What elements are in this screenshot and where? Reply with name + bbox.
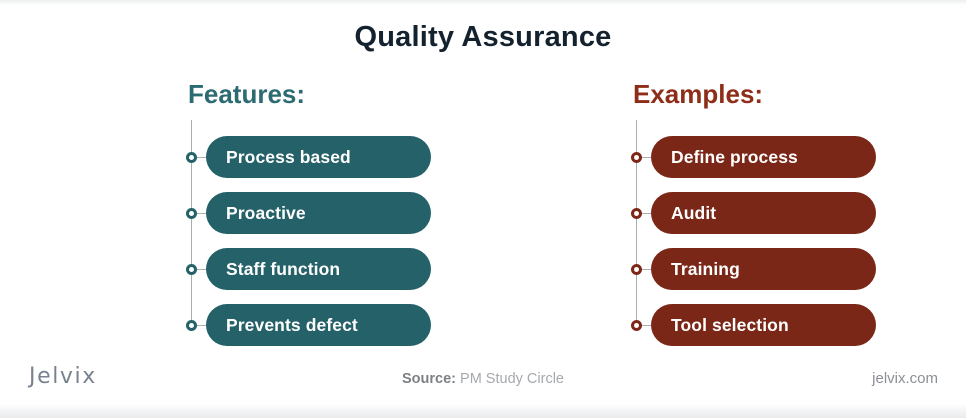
- features-item-2[interactable]: Proactive: [186, 192, 431, 234]
- features-pill-4[interactable]: Prevents defect: [206, 304, 431, 346]
- features-timeline: Process based Proactive Staff function P…: [186, 118, 476, 346]
- examples-timeline-axis: [636, 120, 637, 328]
- timeline-node-icon: [631, 319, 642, 331]
- site-url: jelvix.com: [872, 370, 938, 387]
- examples-pill-1[interactable]: Define process: [651, 136, 876, 178]
- timeline-connector: [642, 324, 651, 326]
- features-pill-label: Proactive: [226, 203, 306, 223]
- timeline-connector: [197, 324, 206, 326]
- timeline-node-icon: [631, 151, 642, 163]
- features-item-4[interactable]: Prevents defect: [186, 304, 431, 346]
- features-pill-3[interactable]: Staff function: [206, 248, 431, 290]
- examples-timeline: Define process Audit Training Tool selec…: [631, 118, 921, 346]
- examples-item-2[interactable]: Audit: [631, 192, 876, 234]
- bottom-edge-band: [0, 404, 966, 418]
- timeline-connector: [642, 268, 651, 270]
- jelvix-logo: Jelvix: [29, 364, 97, 389]
- column-examples: Examples: Define process Audit Training: [631, 78, 921, 346]
- timeline-node-icon: [631, 263, 642, 275]
- timeline-node-icon: [186, 319, 197, 331]
- features-pill-2[interactable]: Proactive: [206, 192, 431, 234]
- examples-pill-label: Tool selection: [671, 315, 789, 335]
- features-pill-label: Process based: [226, 147, 351, 167]
- timeline-connector: [642, 156, 651, 158]
- examples-item-3[interactable]: Training: [631, 248, 876, 290]
- timeline-node-icon: [186, 207, 197, 219]
- examples-pill-label: Audit: [671, 203, 717, 223]
- examples-pill-label: Training: [671, 259, 740, 279]
- page-title: Quality Assurance: [354, 21, 612, 53]
- column-examples-heading: Examples:: [633, 79, 764, 109]
- examples-pill-2[interactable]: Audit: [651, 192, 876, 234]
- features-item-3[interactable]: Staff function: [186, 248, 431, 290]
- timeline-connector: [197, 268, 206, 270]
- column-features: Features: Process based Proactive Staff …: [186, 78, 476, 346]
- source-value: PM Study Circle: [460, 371, 564, 387]
- source-label: Source:: [402, 371, 456, 387]
- examples-item-1[interactable]: Define process: [631, 136, 876, 178]
- timeline-connector: [197, 156, 206, 158]
- features-pill-label: Prevents defect: [226, 315, 358, 335]
- timeline-node-icon: [186, 151, 197, 163]
- timeline-connector: [197, 212, 206, 214]
- features-item-1[interactable]: Process based: [186, 136, 431, 178]
- examples-pill-4[interactable]: Tool selection: [651, 304, 876, 346]
- features-pill-1[interactable]: Process based: [206, 136, 431, 178]
- features-pill-label: Staff function: [226, 259, 341, 279]
- timeline-connector: [642, 212, 651, 214]
- timeline-node-icon: [186, 263, 197, 275]
- top-edge-band: [0, 0, 966, 5]
- source-attribution: Source: PM Study Circle: [0, 369, 966, 389]
- examples-item-4[interactable]: Tool selection: [631, 304, 876, 346]
- column-features-heading: Features:: [188, 79, 306, 109]
- features-timeline-axis: [191, 120, 192, 328]
- examples-pill-3[interactable]: Training: [651, 248, 876, 290]
- timeline-node-icon: [631, 207, 642, 219]
- examples-pill-label: Define process: [671, 147, 798, 167]
